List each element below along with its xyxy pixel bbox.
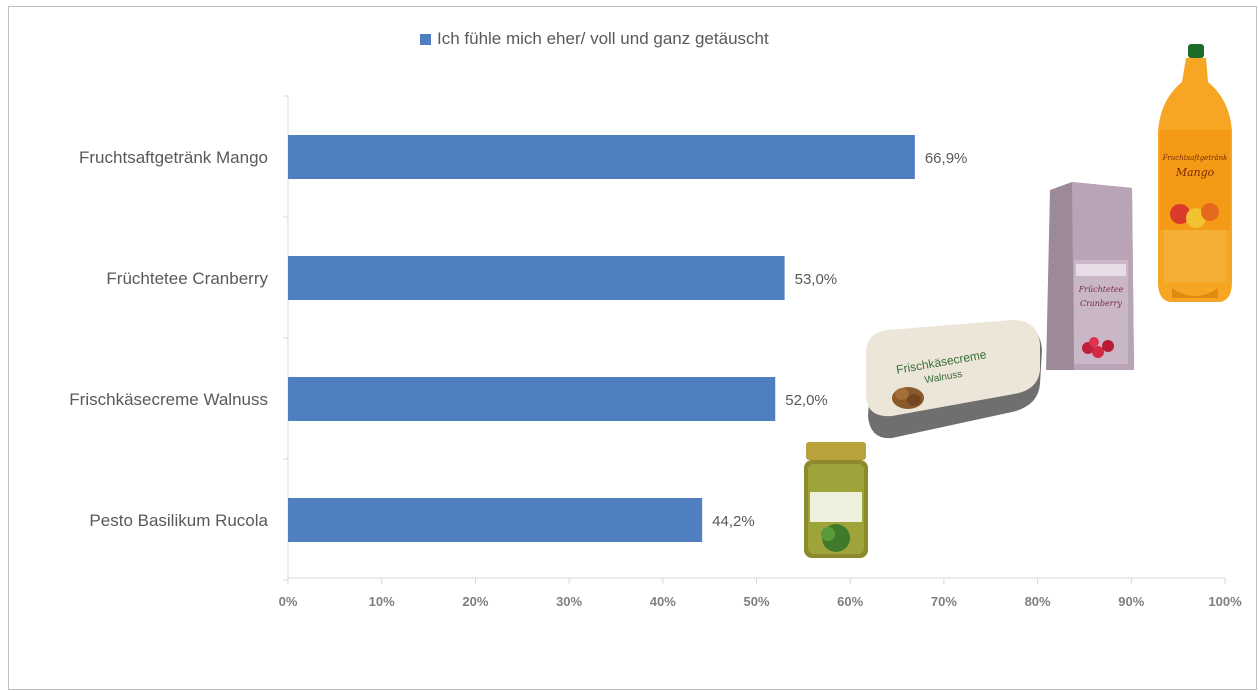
mango-juice-bottle-icon: Fruchtsaftgetränk Mango xyxy=(1158,44,1232,302)
cranberry-tea-package-icon: Früchtetee Cranberry xyxy=(1046,182,1134,370)
legend-label: Ich fühle mich eher/ voll und ganz getäu… xyxy=(437,29,769,48)
x-tick-label: 50% xyxy=(743,594,769,609)
mango-label-line-1: Fruchtsaftgetränk xyxy=(1162,154,1228,162)
x-tick-label: 30% xyxy=(556,594,582,609)
x-tick-label: 0% xyxy=(279,594,298,609)
x-tick-label: 90% xyxy=(1118,594,1144,609)
category-label: Früchtetee Cranberry xyxy=(106,269,268,288)
data-label: 52,0% xyxy=(785,392,828,409)
legend-swatch xyxy=(420,33,431,45)
x-tick-label: 40% xyxy=(650,594,676,609)
x-tick-label: 10% xyxy=(369,594,395,609)
pesto-jar-icon xyxy=(804,442,868,558)
legend: Ich fühle mich eher/ voll und ganz getäu… xyxy=(420,28,769,50)
category-label: Pesto Basilikum Rucola xyxy=(89,511,268,530)
data-label: 66,9% xyxy=(925,150,968,167)
tea-label-line-1: Früchtetee xyxy=(1078,285,1124,294)
mango-label-line-2: Mango xyxy=(1175,166,1215,179)
bar xyxy=(288,135,915,179)
category-label: Fruchtsaftgetränk Mango xyxy=(79,148,268,167)
data-label: 53,0% xyxy=(795,271,838,288)
x-tick-label: 70% xyxy=(931,594,957,609)
category-label: Frischkäsecreme Walnuss xyxy=(69,390,268,409)
x-tick-label: 100% xyxy=(1208,594,1242,609)
x-tick-label: 80% xyxy=(1025,594,1051,609)
bar xyxy=(288,498,703,542)
x-tick-label: 20% xyxy=(462,594,488,609)
walnut-cream-cheese-tub-icon: Frischkäsecreme Walnuss xyxy=(866,320,1042,439)
data-label: 44,2% xyxy=(712,513,755,530)
bar xyxy=(288,377,776,421)
x-tick-label: 60% xyxy=(837,594,863,609)
bar xyxy=(288,256,785,300)
tea-label-line-2: Cranberry xyxy=(1080,299,1122,308)
